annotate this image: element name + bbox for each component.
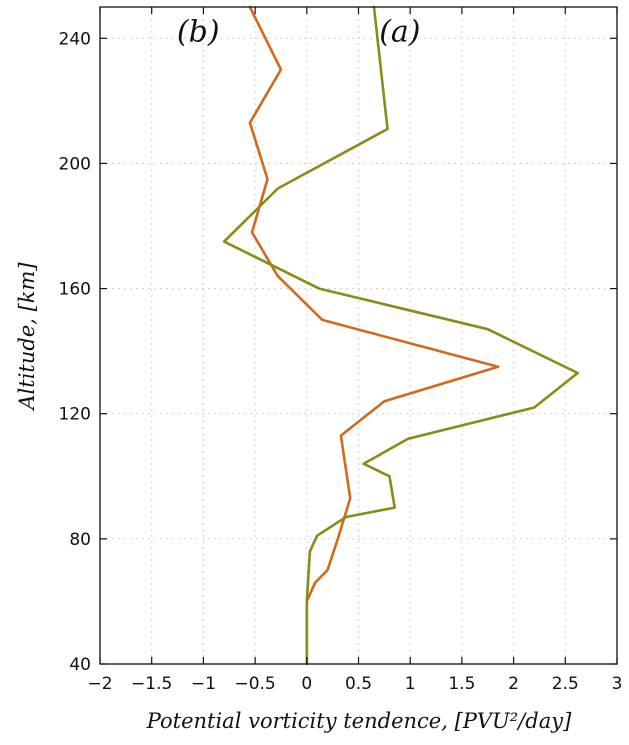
x-axis-title: Potential vorticity tendence, [PVU²/day] xyxy=(146,709,572,733)
x-tick-label: 2 xyxy=(508,674,519,694)
y-tick-label: 200 xyxy=(59,154,91,174)
x-tick-label: −0.5 xyxy=(234,674,275,694)
series-line-b xyxy=(248,5,500,666)
y-tick-label: 80 xyxy=(69,530,91,550)
panel-label-b: (b) xyxy=(177,14,220,49)
y-axis-title: Altitude, [km] xyxy=(15,262,39,412)
x-tick-label: 1.5 xyxy=(448,674,475,694)
panel-label-a: (a) xyxy=(379,14,420,49)
grid xyxy=(100,7,617,664)
x-tick-label: 2.5 xyxy=(552,674,579,694)
x-tick-label: 0.5 xyxy=(345,674,372,694)
y-tick-label: 240 xyxy=(59,29,91,49)
series-line-a xyxy=(222,5,580,666)
x-tick-label: 1 xyxy=(405,674,416,694)
y-tick-label: 120 xyxy=(59,405,91,425)
x-tick-label: −2 xyxy=(87,674,112,694)
x-tick-label: 0 xyxy=(301,674,312,694)
x-tick-label: −1.5 xyxy=(131,674,172,694)
y-tick-label: 40 xyxy=(69,655,91,675)
y-tick-label: 160 xyxy=(59,280,91,300)
series-layer xyxy=(222,5,580,666)
x-tick-label: −1 xyxy=(191,674,216,694)
tick-labels: −2 −1.5 −1 −0.5 0 0.5 1 1.5 2 2.5 3 40 80 120 160 200 24… xyxy=(59,29,623,694)
panel-labels: (b) (a) xyxy=(177,14,421,49)
ticks xyxy=(99,7,618,665)
x-tick-label: 3 xyxy=(612,674,623,694)
